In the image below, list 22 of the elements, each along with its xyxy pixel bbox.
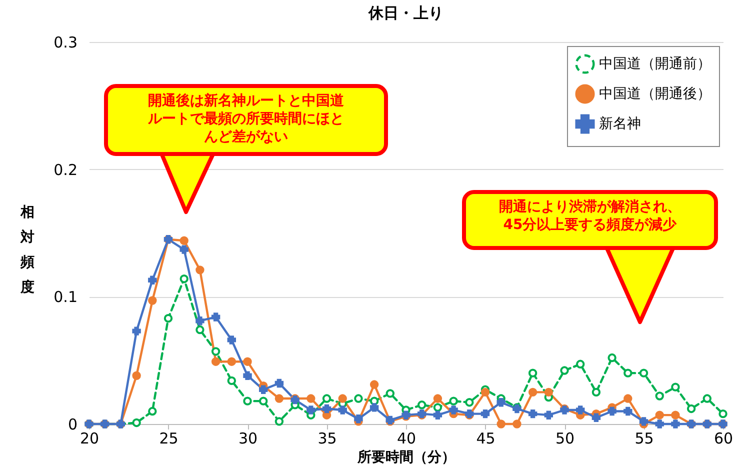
y-tick-label: 0.3	[54, 34, 78, 52]
annotation: 開通により渋滞が解消され、45分以上要する頻度が減少	[462, 190, 718, 250]
speech-callout: 開通後は新名神ルートと中国道ルートで最頻の所要時間にほとんど差がない	[104, 84, 388, 212]
x-axis-title: 所要時間（分）	[356, 450, 456, 466]
x-tick-label: 40	[396, 430, 416, 448]
legend-label: 新名神	[599, 116, 641, 132]
legend-label: 中国道（開通前）	[599, 56, 711, 72]
chart-title: 休日・上り	[368, 4, 444, 22]
x-tick-label: 20	[80, 430, 100, 448]
x-tick-label: 35	[318, 430, 337, 448]
x-tick-label: 30	[238, 430, 258, 448]
x-tick-label: 50	[555, 430, 575, 448]
annotation: 開通後は新名神ルートと中国道ルートで最頻の所要時間にほとんど差がない	[104, 84, 388, 156]
y-tick-label: 0.2	[54, 160, 78, 179]
x-tick-label: 60	[714, 430, 734, 448]
x-tick-label: 55	[634, 430, 654, 448]
y-axis-title: 相対頻度	[20, 204, 34, 296]
y-tick-label: 0.1	[54, 288, 78, 306]
y-tick-label: 0	[68, 416, 78, 434]
legend-label: 中国道（開通後）	[599, 86, 711, 102]
x-tick-label: 25	[159, 430, 178, 448]
x-tick-label: 45	[476, 430, 496, 448]
